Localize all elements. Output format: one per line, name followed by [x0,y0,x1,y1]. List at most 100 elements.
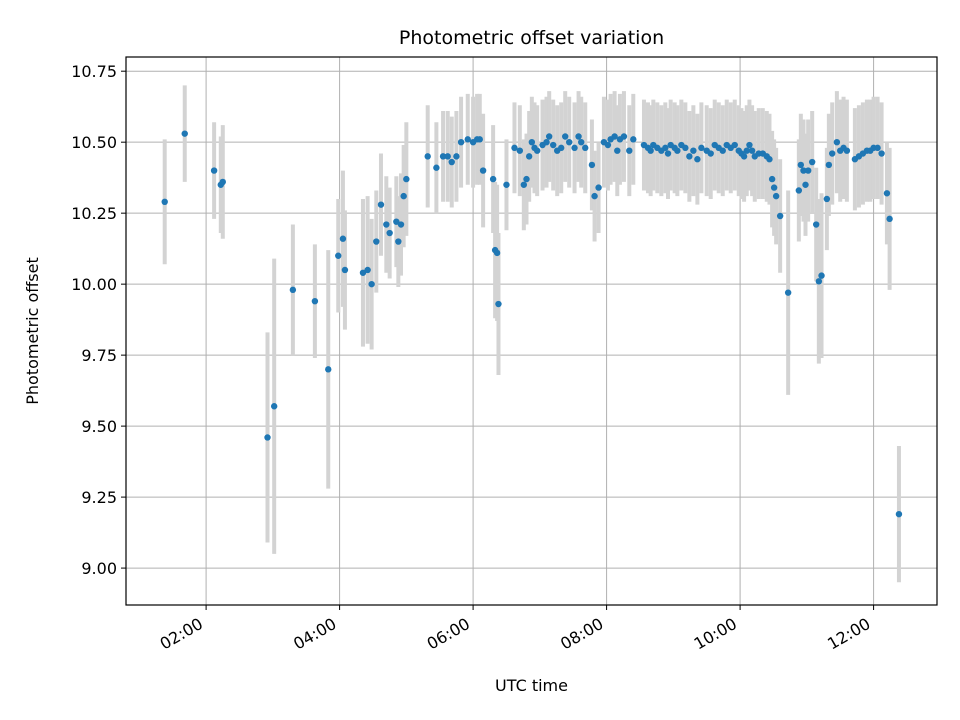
data-point [424,153,431,160]
data-point [210,167,218,174]
data-point [448,158,455,166]
data-point [694,156,701,163]
data-point [795,187,803,194]
data-point [630,136,637,143]
data-point [495,300,502,308]
data-point [818,272,825,279]
data-point [843,147,851,154]
data-point [604,141,612,149]
data-point [545,133,553,140]
data-point [400,192,407,200]
data-point [311,297,319,305]
data-point [161,198,168,206]
y-tick-label: 9.50 [81,417,117,436]
data-point [520,181,528,188]
data-point [804,167,812,174]
data-point [825,161,833,169]
data-point [812,221,820,228]
data-point [674,147,681,154]
data-point [549,141,557,149]
data-point [808,158,816,166]
data-point [403,175,410,183]
data-point [626,147,633,154]
data-point [768,175,776,183]
data-point [614,147,621,154]
data-point [516,147,524,154]
data-point [219,178,226,186]
data-point [503,181,510,188]
data-point [682,144,689,152]
data-point [575,133,582,140]
data-point [719,147,726,154]
data-point [373,238,380,245]
data-point [770,184,778,191]
data-point [444,153,451,160]
data-point [181,130,188,137]
data-point [528,138,536,146]
data-point [464,136,471,143]
data-point [833,138,841,146]
data-point [578,138,585,146]
data-point [489,175,497,183]
data-point [479,167,487,174]
data-point [772,192,780,200]
chart-title: Photometric offset variation [399,27,664,49]
data-point [731,141,738,149]
data-points [161,130,903,518]
data-point [270,403,278,410]
data-point [883,190,891,197]
y-tick-label: 10.25 [71,204,117,223]
data-point [662,144,669,152]
data-point [571,144,578,152]
data-point [339,235,347,242]
data-point [377,201,385,208]
x-axis-title: UTC time [495,676,568,695]
data-point [746,141,753,149]
y-tick-label: 9.00 [81,559,117,578]
data-point [784,289,792,296]
data-point [523,175,530,183]
y-tick-label: 10.75 [71,62,117,81]
data-point [289,286,297,294]
data-point [886,215,893,223]
y-tick-label: 10.00 [71,275,117,294]
data-point [690,147,697,154]
data-point [558,144,565,152]
y-axis-ticks: 9.00 9.25 9.50 9.75 10.00 10.25 10.50 10.75 [71,62,126,578]
y-axis-title: Photometric offset [23,257,42,405]
data-point [433,164,440,171]
data-point [766,156,773,163]
data-point [364,266,371,274]
data-point [566,138,573,146]
y-tick-label: 10.50 [71,133,117,152]
data-point [664,150,672,157]
plot-frame [125,56,938,606]
data-point [359,269,367,276]
data-point [368,280,375,288]
data-point [511,144,518,152]
data-point [686,153,693,160]
data-point [264,434,271,441]
data-point [325,366,332,373]
data-point [397,221,405,228]
data-point [895,510,903,518]
data-point [620,133,628,140]
data-point [595,184,602,191]
data-point [740,153,748,160]
data-point [874,144,881,152]
data-point [800,167,807,174]
data-point [647,147,654,154]
data-point [591,192,598,200]
data-point [743,147,750,154]
data-point [588,161,596,169]
data-point [543,138,550,146]
data-point [533,147,541,154]
data-point [802,181,809,188]
data-point [815,278,823,285]
data-point [562,133,569,140]
y-tick-label: 9.75 [81,346,117,365]
data-point [335,252,342,259]
data-point [829,150,836,157]
data-point [395,238,402,245]
